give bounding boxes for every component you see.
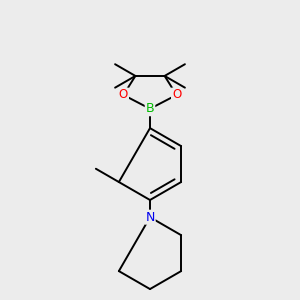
- Text: B: B: [146, 102, 154, 115]
- Text: O: O: [119, 88, 128, 101]
- Text: O: O: [172, 88, 181, 101]
- Text: N: N: [145, 211, 155, 224]
